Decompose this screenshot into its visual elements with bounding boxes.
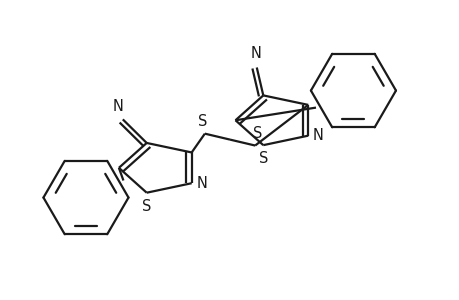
Text: S: S [142, 199, 151, 214]
Text: S: S [197, 114, 207, 129]
Text: N: N [196, 176, 207, 191]
Text: N: N [113, 99, 123, 114]
Text: N: N [250, 46, 260, 61]
Text: S: S [252, 126, 262, 141]
Text: S: S [258, 151, 268, 166]
Text: N: N [312, 128, 323, 143]
